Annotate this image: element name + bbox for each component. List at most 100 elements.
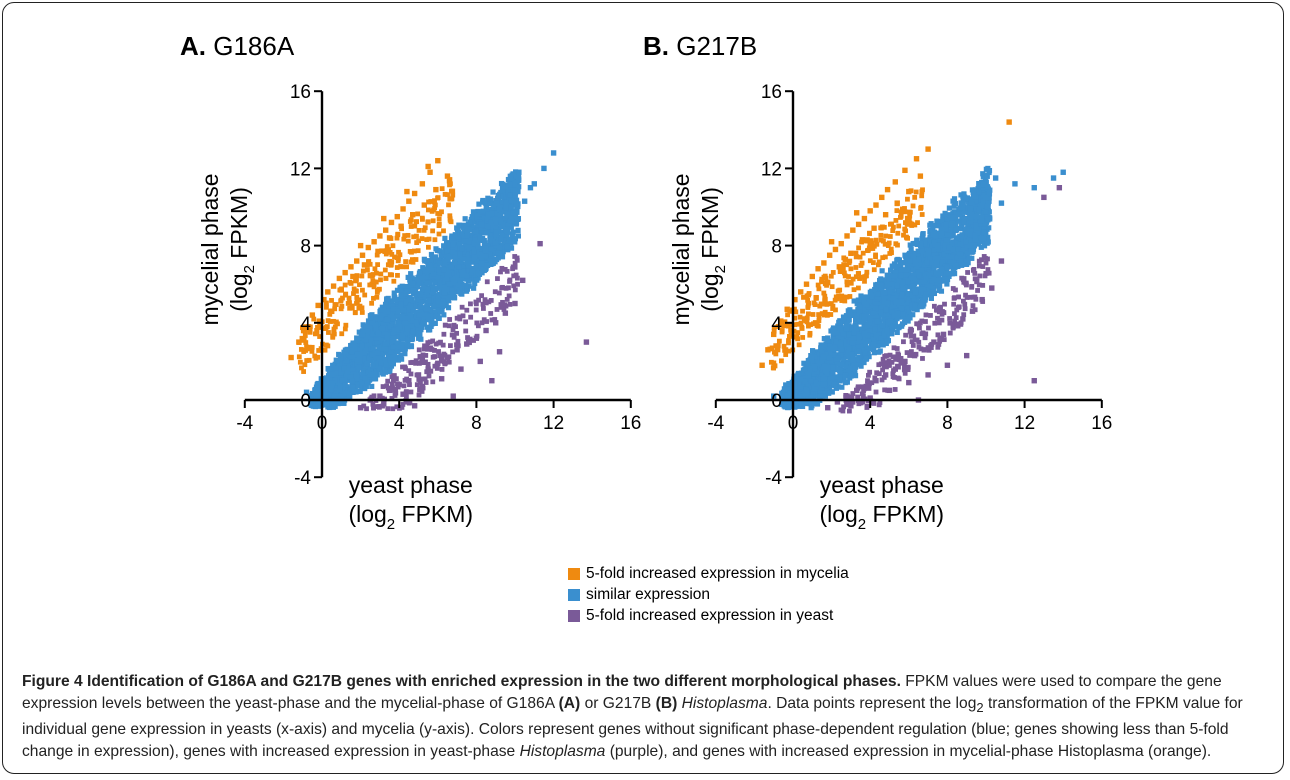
data-point-similar bbox=[916, 276, 923, 282]
data-point-similar bbox=[344, 369, 350, 375]
data-point-similar bbox=[323, 390, 330, 396]
data-point-similar bbox=[942, 257, 948, 263]
data-point-mycelia bbox=[335, 321, 340, 327]
data-point-mycelia bbox=[387, 272, 393, 277]
data-point-similar bbox=[838, 362, 844, 368]
data-point-mycelia bbox=[386, 235, 393, 241]
data-point-similar bbox=[402, 330, 408, 337]
data-point-similar bbox=[502, 215, 509, 221]
data-point-similar bbox=[449, 291, 456, 297]
data-point-yeast bbox=[385, 406, 391, 412]
data-point-similar bbox=[383, 346, 389, 352]
data-point-similar bbox=[463, 243, 470, 249]
data-point-similar bbox=[487, 232, 493, 239]
data-point-mycelia bbox=[353, 278, 358, 284]
data-point-similar bbox=[513, 197, 520, 203]
data-point-yeast bbox=[510, 264, 516, 270]
data-point-yeast bbox=[467, 336, 473, 342]
data-point-similar bbox=[910, 283, 916, 289]
data-point-yeast bbox=[489, 378, 495, 384]
data-point-similar bbox=[486, 251, 493, 257]
data-point-similar bbox=[986, 169, 992, 176]
data-point-yeast bbox=[391, 378, 396, 383]
data-point-mycelia bbox=[377, 233, 383, 239]
data-point-similar bbox=[330, 396, 336, 402]
data-point-yeast bbox=[481, 306, 486, 311]
data-point-yeast bbox=[377, 393, 383, 399]
data-point-similar bbox=[436, 257, 442, 263]
data-point-similar bbox=[402, 320, 408, 326]
data-point-similar bbox=[854, 310, 860, 316]
data-point-yeast bbox=[418, 379, 423, 385]
data-point-mycelia bbox=[302, 362, 308, 368]
data-point-yeast bbox=[417, 360, 422, 366]
data-point-mycelia bbox=[381, 215, 387, 222]
data-point-similar bbox=[464, 229, 470, 235]
data-point-similar bbox=[861, 339, 867, 345]
data-point-yeast bbox=[419, 389, 425, 394]
data-point-similar bbox=[930, 222, 937, 229]
data-point-yeast bbox=[504, 268, 510, 274]
data-point-similar bbox=[826, 390, 832, 396]
data-point-similar bbox=[978, 244, 984, 250]
data-point-similar bbox=[461, 275, 467, 282]
data-point-similar bbox=[471, 285, 477, 291]
data-point-similar bbox=[456, 282, 462, 288]
y-axis-unit: (log2 FPKM) bbox=[226, 187, 258, 312]
data-point-similar bbox=[341, 377, 348, 383]
data-point-similar bbox=[942, 254, 948, 260]
data-point-yeast bbox=[460, 313, 466, 319]
data-point-similar bbox=[505, 176, 512, 183]
data-point-similar bbox=[894, 329, 900, 336]
data-point-similar bbox=[501, 208, 507, 214]
data-point-similar bbox=[419, 276, 425, 283]
data-point-similar bbox=[933, 283, 940, 289]
data-point-similar bbox=[382, 341, 388, 347]
data-point-similar bbox=[418, 299, 425, 305]
data-point-similar bbox=[825, 379, 831, 385]
data-point-mycelia bbox=[421, 227, 427, 233]
data-point-yeast bbox=[477, 358, 483, 365]
data-point-similar bbox=[490, 260, 496, 266]
data-point-similar bbox=[329, 371, 335, 378]
data-point-yeast bbox=[411, 403, 418, 409]
data-point-yeast bbox=[423, 353, 429, 358]
data-point-similar bbox=[357, 347, 363, 353]
data-point-similar bbox=[388, 298, 395, 304]
data-point-mycelia bbox=[413, 257, 419, 262]
data-point-similar bbox=[884, 332, 890, 339]
data-point-similar bbox=[978, 235, 984, 241]
data-point-similar bbox=[932, 242, 938, 248]
data-point-similar bbox=[365, 369, 372, 375]
data-point-similar bbox=[459, 268, 466, 274]
data-point-mycelia bbox=[408, 224, 414, 229]
data-point-similar bbox=[870, 336, 876, 343]
data-point-similar bbox=[915, 251, 921, 257]
data-point-similar bbox=[858, 293, 864, 299]
data-point-yeast bbox=[465, 335, 470, 340]
data-point-similar bbox=[326, 376, 333, 382]
data-point-yeast bbox=[370, 401, 376, 407]
data-point-mycelia bbox=[425, 207, 431, 213]
data-point-mycelia bbox=[343, 292, 348, 298]
data-point-similar bbox=[428, 323, 434, 329]
data-point-similar bbox=[550, 150, 557, 156]
data-point-mycelia bbox=[411, 190, 418, 197]
data-point-similar bbox=[451, 294, 458, 301]
data-point-mycelia bbox=[367, 282, 373, 288]
data-point-mycelia bbox=[390, 243, 396, 249]
data-point-similar bbox=[896, 257, 902, 263]
data-point-yeast bbox=[407, 382, 412, 388]
data-point-similar bbox=[503, 205, 509, 211]
data-point-yeast bbox=[486, 299, 492, 305]
x-tick-label: -4 bbox=[236, 413, 253, 434]
data-point-similar bbox=[388, 312, 395, 318]
data-point-mycelia bbox=[367, 261, 373, 267]
data-point-similar bbox=[371, 371, 377, 377]
data-point-similar bbox=[458, 259, 464, 265]
data-point-similar bbox=[980, 171, 986, 177]
data-point-yeast bbox=[583, 339, 590, 345]
data-point-similar bbox=[931, 239, 938, 245]
data-point-similar bbox=[408, 271, 414, 277]
data-point-similar bbox=[843, 333, 849, 339]
